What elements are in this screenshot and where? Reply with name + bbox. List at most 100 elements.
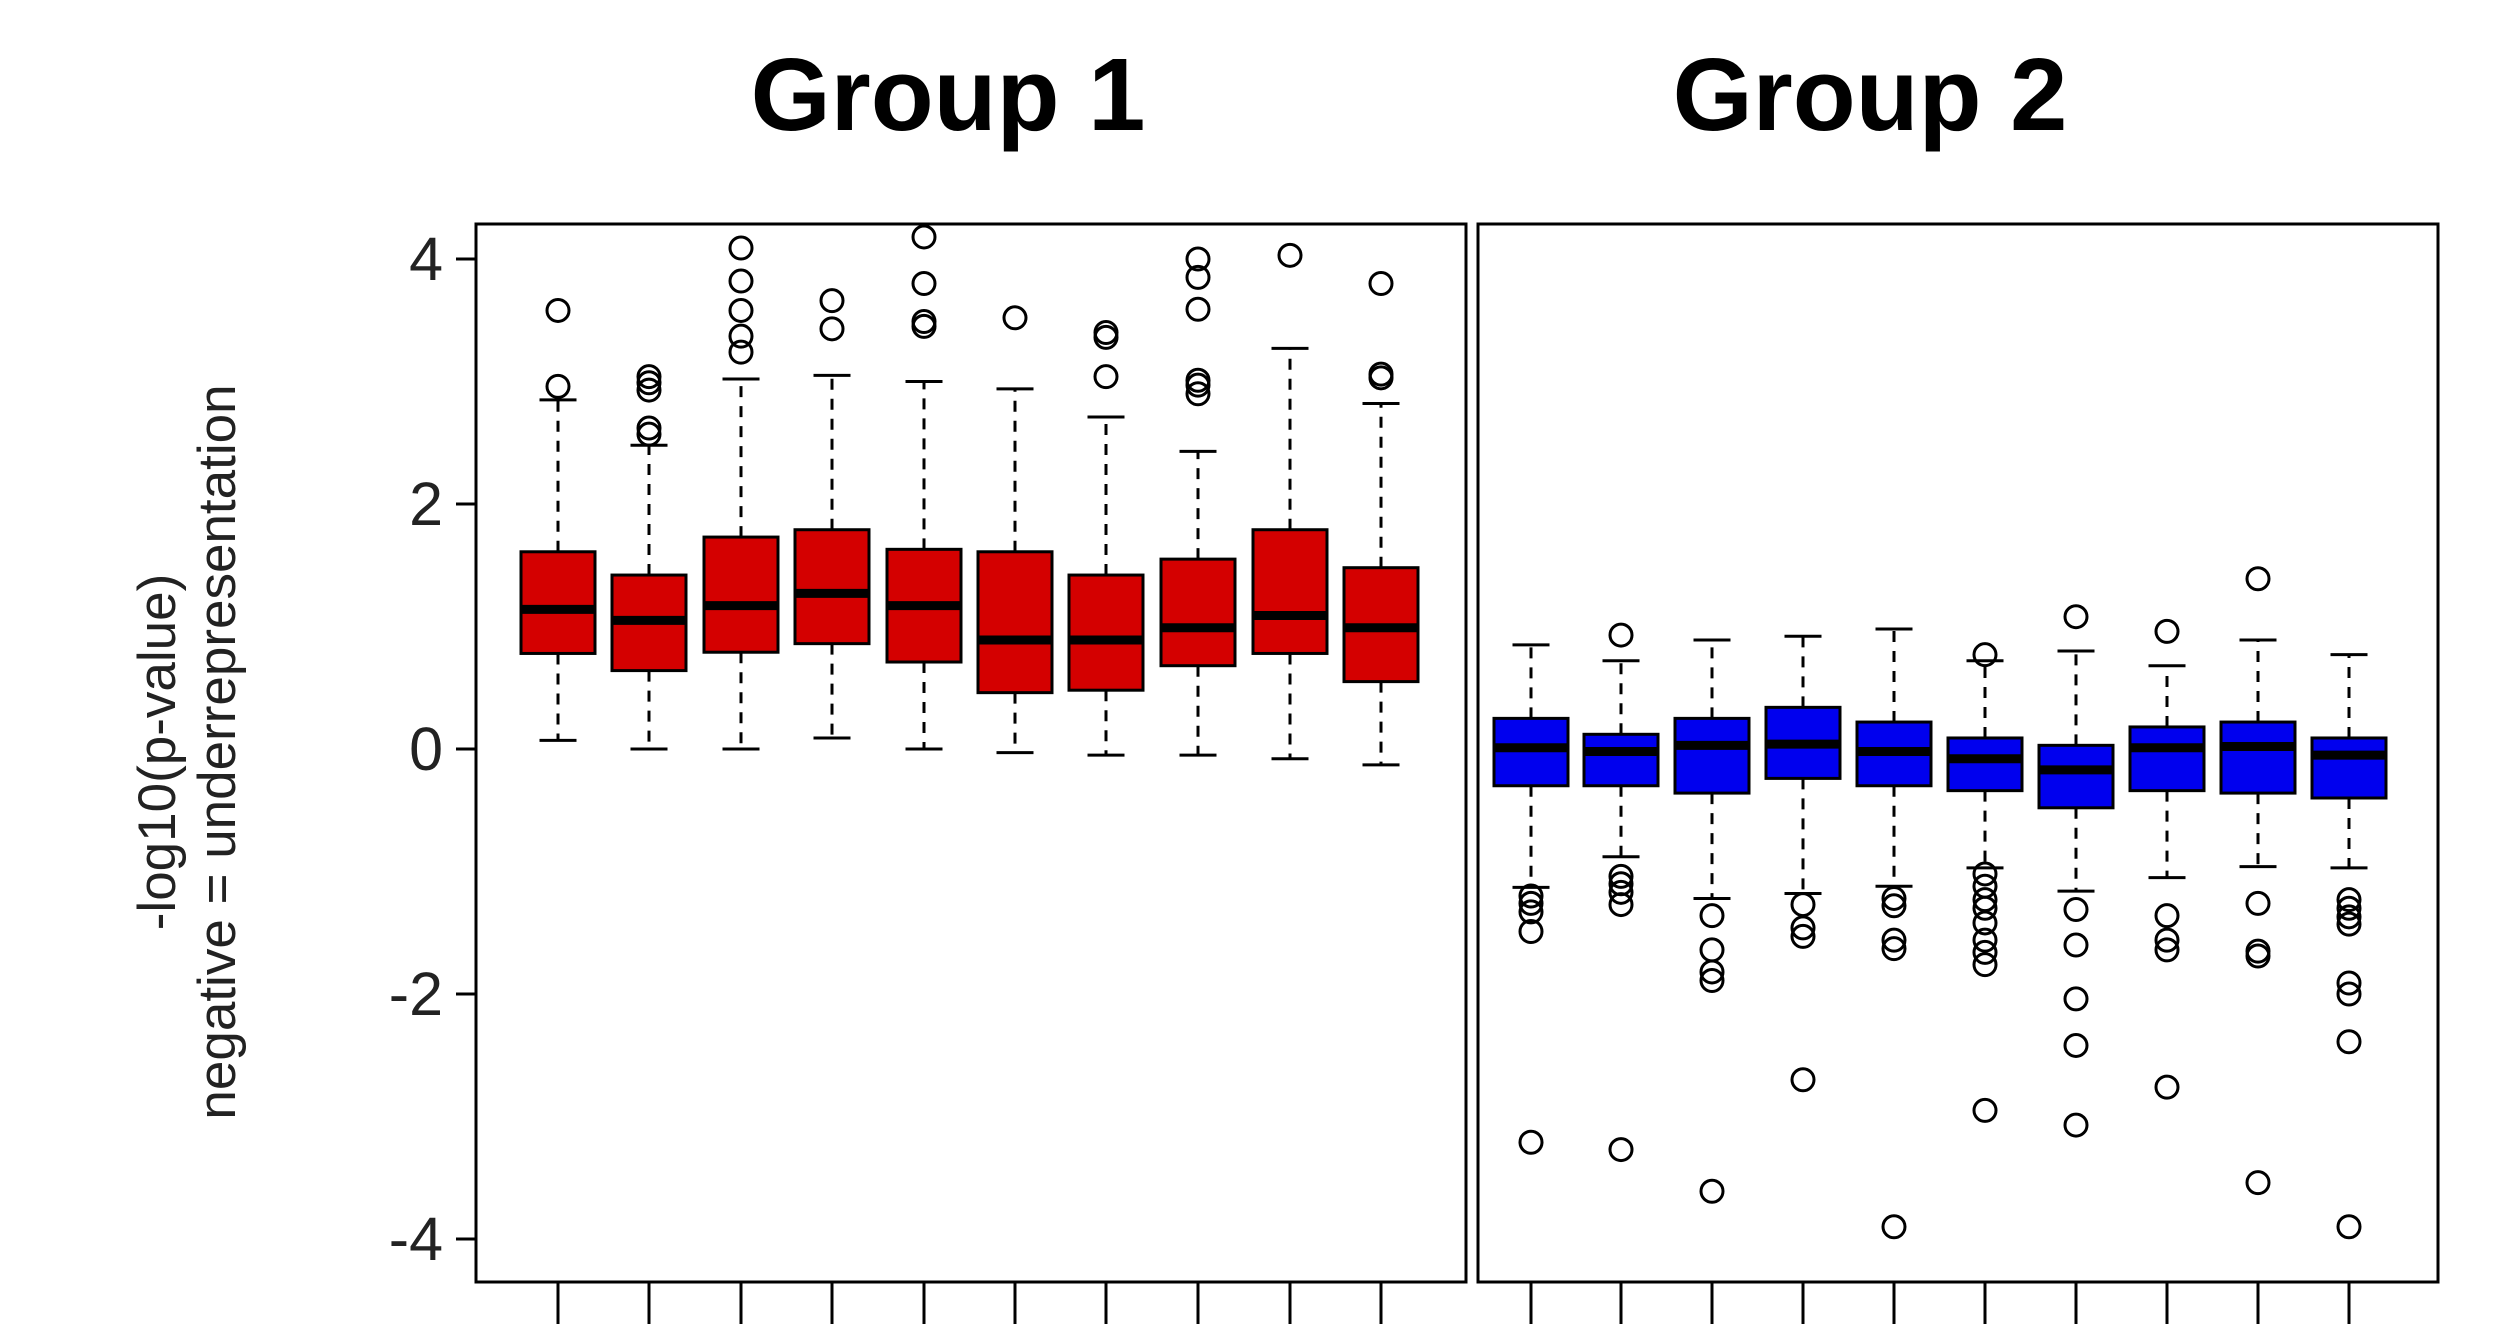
panel-2-boxes	[1492, 566, 2388, 1240]
box-1	[519, 297, 597, 742]
panel-2-frame	[1476, 222, 2440, 1284]
outlier-point	[2063, 1112, 2089, 1138]
box-8	[2128, 618, 2206, 1100]
box-6	[976, 305, 1054, 755]
box-7	[2037, 604, 2115, 1138]
outlier-point	[2336, 887, 2362, 913]
outlier-point	[1518, 899, 1544, 925]
y-tick-label: -4	[389, 1205, 443, 1273]
outlier-point	[819, 288, 845, 314]
outlier-point	[636, 364, 662, 390]
outlier-point	[1093, 364, 1119, 390]
outlier-point	[1790, 923, 1816, 949]
outlier-point	[1608, 879, 1634, 905]
iqr-box	[2128, 725, 2206, 793]
iqr-box	[2219, 720, 2297, 795]
outlier-point	[728, 323, 754, 349]
outlier-point	[1881, 936, 1907, 962]
outlier-point	[2154, 903, 2180, 929]
y-tick-label: 0	[409, 715, 443, 783]
outlier-point	[1972, 939, 1998, 965]
y-axis-label-line-1: -log10(p-value)	[128, 574, 187, 930]
outlier-point	[1608, 892, 1634, 918]
outlier-point	[1972, 952, 1998, 978]
outlier-point	[911, 224, 937, 250]
outlier-point	[2336, 911, 2362, 937]
box-1	[1492, 643, 1570, 1155]
outlier-point	[2336, 1029, 2362, 1055]
outlier-point	[1972, 927, 1998, 953]
outlier-point	[728, 297, 754, 323]
y-tick-label: -2	[389, 960, 443, 1028]
box-2	[610, 364, 688, 751]
panel-2-title: Group 2	[1673, 37, 2068, 152]
outlier-point	[1608, 863, 1634, 889]
outlier-point	[1518, 919, 1544, 945]
outlier-point	[1972, 1097, 1998, 1123]
outlier-point	[2336, 981, 2362, 1007]
outlier-point	[1518, 883, 1544, 909]
box-4	[1764, 634, 1842, 1093]
outlier-point	[636, 421, 662, 447]
iqr-box	[1067, 573, 1145, 692]
outlier-point	[2336, 904, 2362, 930]
outlier-point	[1881, 885, 1907, 911]
iqr-box	[1582, 732, 1660, 788]
box-3	[1673, 638, 1751, 1204]
outlier-point	[1972, 910, 1998, 936]
outlier-point	[2063, 986, 2089, 1012]
outlier-point	[911, 271, 937, 296]
outlier-point	[1699, 903, 1725, 929]
iqr-box	[2310, 736, 2388, 800]
outlier-point	[2063, 896, 2089, 922]
box-2	[1582, 622, 1660, 1163]
outlier-point	[1185, 381, 1211, 407]
outlier-point	[2245, 566, 2271, 592]
box-3	[702, 235, 780, 751]
iqr-box	[1159, 557, 1237, 668]
outlier-point	[1093, 320, 1119, 345]
outlier-point	[728, 268, 754, 294]
outlier-point	[819, 316, 845, 342]
box-8	[1159, 246, 1237, 757]
outlier-point	[1972, 895, 1998, 921]
y-axis-label-line-2: negative = underrepresentation	[188, 384, 247, 1119]
outlier-point	[1881, 927, 1907, 953]
outlier-point	[728, 339, 754, 365]
outlier-point	[911, 308, 937, 334]
outlier-point	[1185, 264, 1211, 290]
box-5	[1855, 627, 1933, 1240]
y-tick-label: 2	[409, 470, 443, 538]
outlier-point	[2063, 1032, 2089, 1058]
outlier-point	[2063, 604, 2089, 630]
x-axis-ticks	[556, 1282, 2351, 1324]
y-tick-label: 4	[409, 225, 443, 293]
outlier-point	[1699, 968, 1725, 994]
iqr-box	[2037, 743, 2115, 810]
outlier-point	[636, 415, 662, 441]
outlier-point	[1185, 296, 1211, 322]
outlier-point	[2245, 890, 2271, 916]
outlier-point	[2154, 927, 2180, 953]
outlier-point	[2336, 895, 2362, 921]
iqr-box	[793, 528, 871, 646]
outlier-point	[2336, 970, 2362, 996]
outlier-point	[636, 370, 662, 396]
outlier-point	[1790, 1067, 1816, 1093]
outlier-point	[1002, 305, 1028, 331]
outlier-point	[2245, 1170, 2271, 1196]
outlier-point	[1608, 1137, 1634, 1163]
outlier-point	[1608, 622, 1634, 648]
outlier-point	[1699, 959, 1725, 985]
outlier-point	[1185, 246, 1211, 272]
box-4	[793, 288, 871, 740]
iqr-box	[1946, 736, 2024, 793]
iqr-box	[976, 550, 1054, 695]
y-axis-label: -log10(p-value) negative = underrepresen…	[128, 384, 247, 1119]
box-10	[2310, 653, 2388, 1240]
outlier-point	[545, 373, 571, 399]
outlier-point	[1881, 893, 1907, 919]
outlier-point	[2154, 618, 2180, 644]
